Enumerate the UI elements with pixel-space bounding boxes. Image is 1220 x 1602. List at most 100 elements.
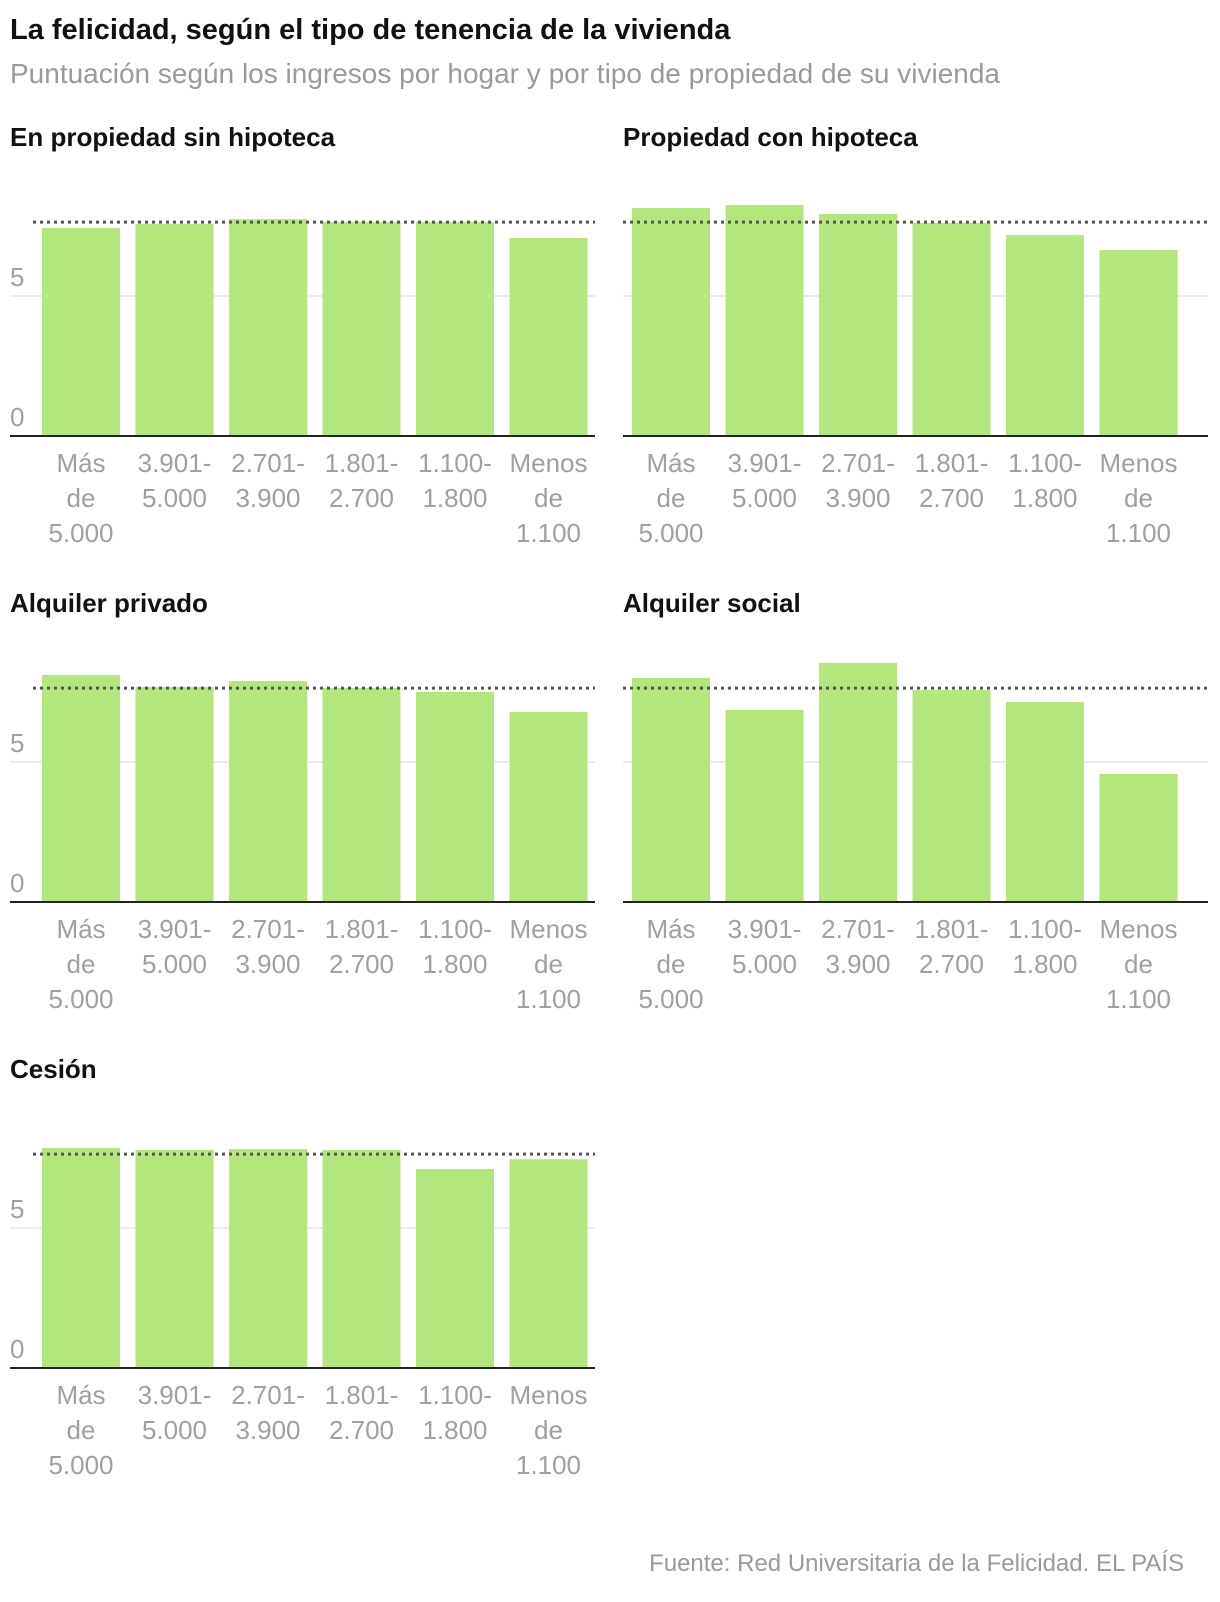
bar-chart: 0 5 Más de 5.000 3.901- 5.000 2.701- 3.900 1.801-…	[10, 1147, 595, 1480]
x-tick-label: 1.801-	[325, 448, 399, 478]
y-tick-label: 5	[10, 1194, 24, 1224]
x-tick-label: 3.900	[235, 483, 300, 513]
bar	[632, 208, 710, 436]
bar	[819, 662, 897, 902]
x-tick-label: 2.701-	[821, 914, 895, 944]
x-tick-label: 1.100-	[418, 448, 492, 478]
x-tick-label: Menos	[1099, 448, 1177, 478]
bar	[229, 1149, 307, 1368]
chart-title: La felicidad, según el tipo de tenencia …	[10, 14, 731, 46]
x-tick-label: 5.000	[48, 518, 113, 548]
x-tick-label: 5.000	[638, 518, 703, 548]
x-tick-label: 1.100	[1106, 518, 1171, 548]
bar	[1099, 774, 1178, 902]
bar	[632, 678, 710, 902]
panel-cesion: 0 5 Más de 5.000 3.901- 5.000 2.701- 3.900 1.801-…	[10, 1052, 595, 1492]
x-tick-label: Menos	[509, 1380, 587, 1410]
x-tick-label: 5.000	[142, 1415, 207, 1445]
bar	[1006, 702, 1084, 902]
y-tick-label: 0	[10, 868, 24, 898]
x-tick-label: 1.100	[516, 1450, 581, 1480]
x-tick-label: 5.000	[638, 984, 703, 1014]
panel-title: Cesión	[10, 1054, 97, 1084]
x-tick-label: 3.901-	[138, 1380, 212, 1410]
y-tick-label: 5	[10, 728, 24, 758]
x-tick-label: 2.700	[329, 1415, 394, 1445]
x-tick-label: 2.700	[919, 483, 984, 513]
x-tick-label: Más	[646, 914, 695, 944]
x-tick-label: 1.800	[1012, 483, 1077, 513]
bar-chart: Más de 5.000 3.901- 5.000 2.701- 3.900 1.801- 2.…	[623, 662, 1208, 1014]
x-tick-label: 1.100-	[1008, 448, 1082, 478]
bar	[725, 709, 804, 902]
bar	[135, 224, 214, 436]
x-tick-label: 1.100	[516, 518, 581, 548]
panel-title: Alquiler privado	[10, 588, 208, 618]
bar	[1006, 234, 1084, 436]
x-tick-label: Más	[56, 1380, 105, 1410]
x-tick-label: de	[534, 483, 563, 513]
x-tick-label: 1.100	[1106, 984, 1171, 1014]
bar	[819, 213, 897, 436]
x-tick-label: 2.701-	[231, 448, 305, 478]
x-tick-label: de	[67, 949, 96, 979]
x-tick-label: 1.800	[422, 483, 487, 513]
x-tick-label: 2.701-	[821, 448, 895, 478]
bar	[135, 1149, 214, 1368]
x-tick-label: 1.801-	[915, 448, 989, 478]
bar-chart: 0 5 Más de 5.000 3.901- 5.000 2.701- 3.900 1.801-…	[10, 674, 595, 1014]
x-tick-label: Menos	[1099, 914, 1177, 944]
panel-alquiler-privado: 0 5 Más de 5.000 3.901- 5.000 2.701- 3.900 1.801-…	[10, 586, 595, 1026]
bar	[322, 688, 401, 902]
bar	[42, 674, 120, 902]
x-tick-label: 5.000	[732, 949, 797, 979]
x-tick-label: de	[657, 949, 686, 979]
x-tick-label: 2.700	[919, 949, 984, 979]
panel-title: Alquiler social	[623, 588, 801, 618]
panel-con-hipoteca: Más de 5.000 3.901- 5.000 2.701- 3.900 1.801- 2.…	[623, 120, 1208, 560]
x-tick-label: 1.801-	[325, 914, 399, 944]
x-tick-label: 2.701-	[231, 1380, 305, 1410]
bar	[322, 222, 401, 436]
x-tick-label: de	[534, 1415, 563, 1445]
source-note: Fuente: Red Universitaria de la Felicida…	[649, 1550, 1184, 1577]
x-tick-label: 3.901-	[728, 914, 802, 944]
x-tick-label: 1.100-	[1008, 914, 1082, 944]
bar	[509, 711, 588, 902]
x-tick-label: 3.901-	[728, 448, 802, 478]
y-tick-label: 0	[10, 1334, 24, 1364]
x-tick-label: 5.000	[732, 483, 797, 513]
x-tick-label: 1.801-	[325, 1380, 399, 1410]
bar	[509, 1159, 588, 1368]
bar	[322, 1149, 401, 1368]
bar	[912, 222, 991, 436]
x-tick-label: 1.801-	[915, 914, 989, 944]
x-tick-label: 1.100	[516, 984, 581, 1014]
bar	[509, 238, 588, 436]
bar	[416, 222, 494, 436]
bar	[42, 1147, 120, 1368]
x-tick-label: 5.000	[142, 949, 207, 979]
panel-title: En propiedad sin hipoteca	[10, 122, 336, 152]
bar	[416, 1168, 494, 1368]
x-tick-label: 3.900	[235, 1415, 300, 1445]
x-tick-label: de	[534, 949, 563, 979]
x-tick-label: de	[1124, 483, 1153, 513]
panel-sin-hipoteca: 0 5 Más de 5.000 3.901- 5.000 2.701- 3.900 1.801-…	[10, 120, 595, 560]
x-tick-label: Más	[646, 448, 695, 478]
x-tick-label: 1.100-	[418, 1380, 492, 1410]
x-tick-label: de	[1124, 949, 1153, 979]
x-tick-label: Menos	[509, 914, 587, 944]
x-tick-label: 5.000	[48, 1450, 113, 1480]
bar	[725, 205, 804, 436]
bar	[229, 219, 307, 436]
chart-subtitle: Puntuación según los ingresos por hogar …	[10, 58, 1000, 89]
x-tick-label: 5.000	[48, 984, 113, 1014]
x-tick-label: 1.800	[1012, 949, 1077, 979]
y-tick-label: 0	[10, 402, 24, 432]
panel-title: Propiedad con hipoteca	[623, 122, 918, 152]
bar	[912, 690, 991, 902]
bar	[1099, 250, 1178, 436]
x-tick-label: 3.900	[825, 949, 890, 979]
bar	[135, 686, 214, 902]
